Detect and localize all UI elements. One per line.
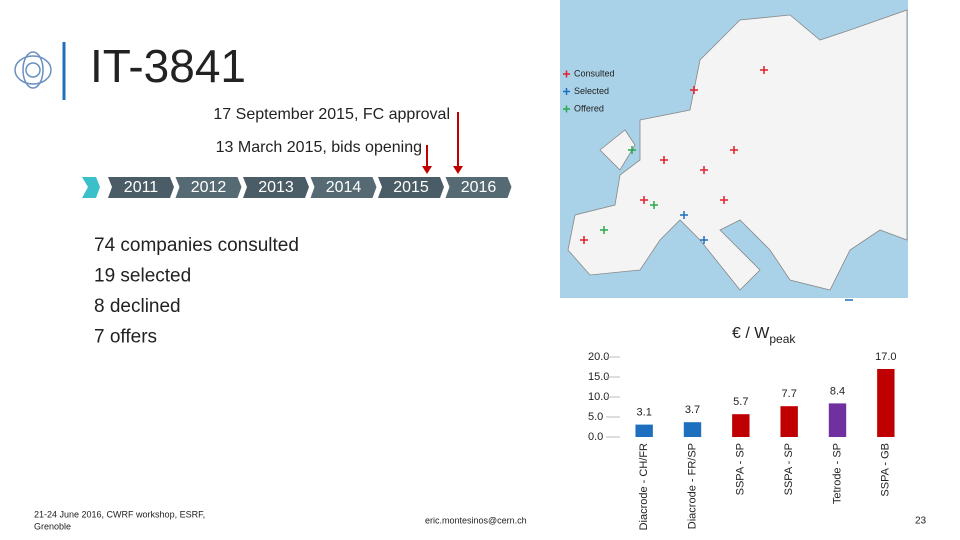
legend-label: Selected bbox=[574, 86, 609, 96]
page-number: 23 bbox=[915, 516, 927, 527]
year-box bbox=[378, 177, 444, 198]
year-box bbox=[243, 177, 309, 198]
y-axis-title: € / Wpeak bbox=[732, 325, 796, 346]
bar bbox=[732, 414, 750, 437]
chart: € / Wpeak 0.0 5.0 10.0 15.0 20.0 3.1 Diacrode -… bbox=[588, 325, 897, 530]
y-axis-title-sub: peak bbox=[769, 332, 796, 346]
timeline: 2011 2012 2013 2014 2015 2016 bbox=[108, 177, 512, 198]
x-tick-label: SSPA - GB bbox=[880, 443, 892, 497]
year-label: 2016 bbox=[461, 179, 497, 196]
year-box bbox=[108, 177, 174, 198]
bar bbox=[635, 424, 653, 437]
x-tick-label: Diacrode - FR/SP bbox=[686, 443, 698, 529]
bullet: 7 offers bbox=[94, 327, 157, 348]
x-tick-label: SSPA - SP bbox=[783, 443, 795, 495]
bar bbox=[780, 406, 798, 437]
timeline-arrow-tail bbox=[82, 177, 100, 198]
year-box bbox=[445, 177, 512, 198]
y-tick-label: 10.0 bbox=[588, 391, 609, 403]
bar bbox=[828, 403, 847, 437]
year-box bbox=[175, 177, 242, 198]
title: IT-3841 bbox=[90, 40, 246, 92]
footer-event: 21-24 June 2016, CWRF workshop, ESRF, bbox=[34, 509, 205, 519]
value-label: 3.7 bbox=[685, 404, 700, 416]
y-tick-label: 5.0 bbox=[588, 411, 603, 423]
event-label: 17 September 2015, FC approval bbox=[213, 106, 450, 123]
year-label: 2013 bbox=[258, 179, 294, 196]
y-tick-label: 0.0 bbox=[588, 431, 603, 443]
bar bbox=[877, 369, 895, 437]
y-tick-label: 20.0 bbox=[588, 351, 609, 363]
x-tick-label: Tetrode - SP bbox=[831, 443, 843, 504]
bullet: 19 selected bbox=[94, 266, 191, 287]
value-label: 8.4 bbox=[830, 385, 845, 397]
legend-label: Offered bbox=[574, 103, 604, 113]
year-box bbox=[310, 177, 377, 198]
value-label: 17.0 bbox=[875, 351, 896, 363]
value-label: 7.7 bbox=[782, 388, 797, 400]
year-label: 2014 bbox=[326, 179, 362, 196]
legend-marker bbox=[563, 70, 570, 78]
footer-place: Grenoble bbox=[34, 521, 71, 531]
y-axis-title-main: € / W bbox=[732, 325, 770, 342]
legend-marker bbox=[563, 105, 570, 113]
bar bbox=[683, 422, 702, 437]
value-label: 3.1 bbox=[637, 407, 652, 419]
event-arrow bbox=[422, 112, 463, 174]
x-tick-label: Diacrode - CH/FR bbox=[638, 443, 650, 530]
map bbox=[560, 0, 908, 301]
y-tick-label: 15.0 bbox=[588, 371, 609, 383]
bullet: 74 companies consulted bbox=[94, 235, 299, 256]
legend-label: Consulted bbox=[574, 68, 615, 78]
year-label: 2015 bbox=[393, 179, 429, 196]
footer-email: eric.montesinos@cern.ch bbox=[425, 515, 527, 525]
value-label: 5.7 bbox=[733, 396, 748, 408]
year-label: 2012 bbox=[191, 179, 227, 196]
legend-marker bbox=[563, 88, 570, 95]
event-label: 13 March 2015, bids opening bbox=[216, 139, 422, 156]
bullet: 8 declined bbox=[94, 296, 181, 317]
x-tick-label: SSPA - SP bbox=[735, 443, 747, 495]
map-legend: Consulted Selected Offered bbox=[563, 68, 615, 113]
year-label: 2011 bbox=[124, 179, 159, 196]
bullets: 74 companies consulted 19 selected 8 decli… bbox=[94, 235, 299, 348]
cern-logo bbox=[14, 51, 52, 89]
